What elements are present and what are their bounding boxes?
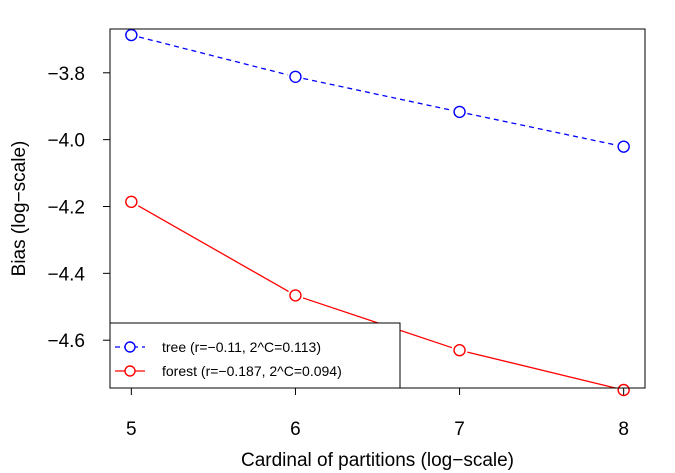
series-1-line-segment [137,205,289,293]
series-0-line-segment [467,112,616,146]
series-1-point [289,289,302,302]
series-0-line-segment [303,77,452,111]
y-tick-label: −4.4 [47,264,85,285]
y-axis: −4.6 −4.4 −4.2 −4.0 −3.8 [47,64,111,352]
series-0-point [125,28,138,42]
x-axis: 5 6 7 8 [126,387,629,440]
series-0-point [289,70,302,83]
x-tick-label: 7 [454,419,465,440]
series-0-line-segment [138,36,288,76]
series-1-point [125,195,138,209]
y-tick-label: −4.0 [47,131,85,152]
legend-label: forest (r=−0.187, 2^C=0.094) [162,363,342,379]
legend-marker-sample [124,341,136,353]
x-tick-label: 6 [290,419,301,440]
series-1-point [617,383,630,397]
y-tick-label: −3.8 [47,64,85,85]
x-tick-label: 8 [618,419,629,440]
y-tick-label: −4.6 [47,331,85,352]
legend-label: tree (r=−0.11, 2^C=0.113) [162,339,321,355]
x-tick-label: 5 [126,419,137,440]
legend: tree (r=−0.11, 2^C=0.113) forest (r=−0.18… [109,322,401,389]
series-1-line-segment [467,351,617,389]
y-tick-label: −4.2 [47,197,85,218]
series-layer [125,28,630,397]
series-0-point [617,140,630,153]
series-0-point [453,105,466,119]
legend-box [109,322,401,389]
series-1-point [453,344,466,357]
y-axis-title: Bias (log−scale) [9,141,30,277]
legend-marker-sample [124,365,136,377]
x-axis-title: Cardinal of partitions (log−scale) [241,450,514,471]
